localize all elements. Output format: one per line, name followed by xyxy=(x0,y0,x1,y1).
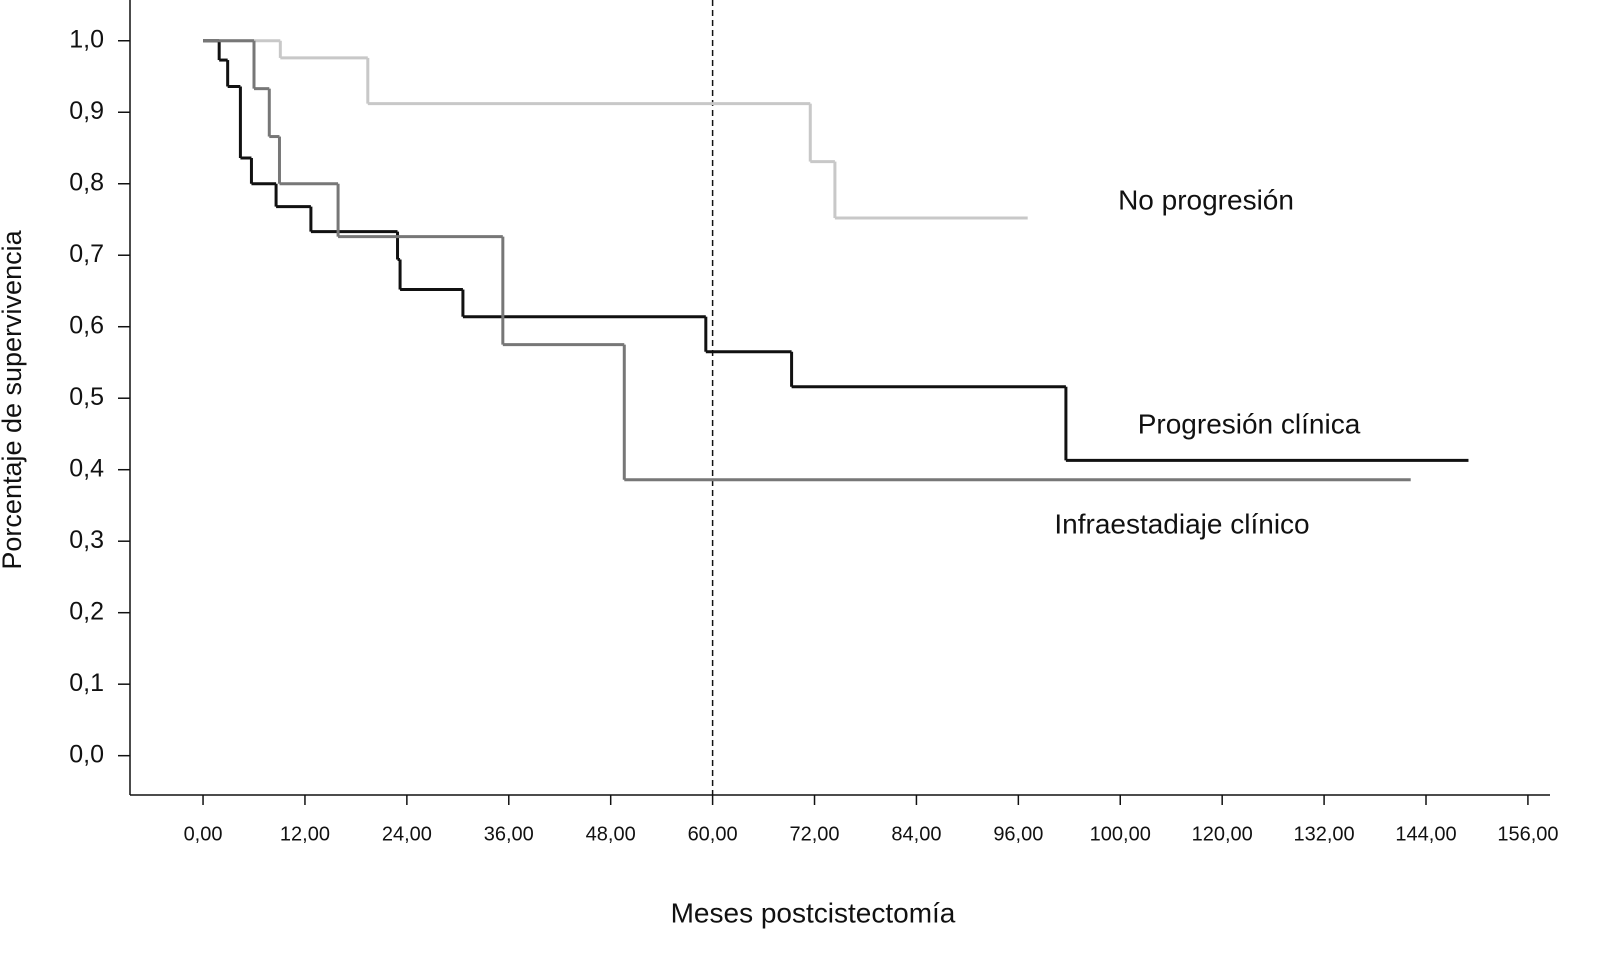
series-label: Progresión clínica xyxy=(1138,408,1361,439)
x-tick-label: 12,00 xyxy=(280,823,330,845)
x-tick-label: 36,00 xyxy=(484,823,534,845)
y-tick-label: 0,4 xyxy=(69,454,104,482)
y-tick-label: 0,2 xyxy=(69,597,104,625)
y-axis-title: Porcentaje de supervivencia xyxy=(0,229,27,569)
series-label: No progresión xyxy=(1118,184,1294,215)
x-tick-label: 96,00 xyxy=(993,823,1043,845)
x-tick-label: 156,00 xyxy=(1497,823,1558,845)
x-tick-label: 0,00 xyxy=(184,823,223,845)
x-axis-title: Meses postcistectomía xyxy=(671,897,956,928)
y-tick-label: 0,0 xyxy=(69,740,104,768)
x-tick-label: 60,00 xyxy=(688,823,738,845)
x-tick-label: 72,00 xyxy=(789,823,839,845)
y-tick-label: 0,5 xyxy=(69,383,104,411)
y-tick-label: 1,0 xyxy=(69,25,104,53)
y-tick-label: 0,9 xyxy=(69,97,104,125)
x-tick-label: 144,00 xyxy=(1395,823,1456,845)
series-label: Infraestadiaje clínico xyxy=(1054,508,1309,539)
x-tick-label: 48,00 xyxy=(586,823,636,845)
y-tick-label: 0,1 xyxy=(69,669,104,697)
y-tick-label: 0,7 xyxy=(69,240,104,268)
y-tick-label: 0,6 xyxy=(69,311,104,339)
x-tick-label: 24,00 xyxy=(382,823,432,845)
y-tick-label: 0,8 xyxy=(69,168,104,196)
x-tick-label: 120,00 xyxy=(1192,823,1253,845)
x-tick-label: 100,00 xyxy=(1090,823,1151,845)
x-tick-label: 132,00 xyxy=(1294,823,1355,845)
x-tick-label: 84,00 xyxy=(891,823,941,845)
y-tick-label: 0,3 xyxy=(69,526,104,554)
